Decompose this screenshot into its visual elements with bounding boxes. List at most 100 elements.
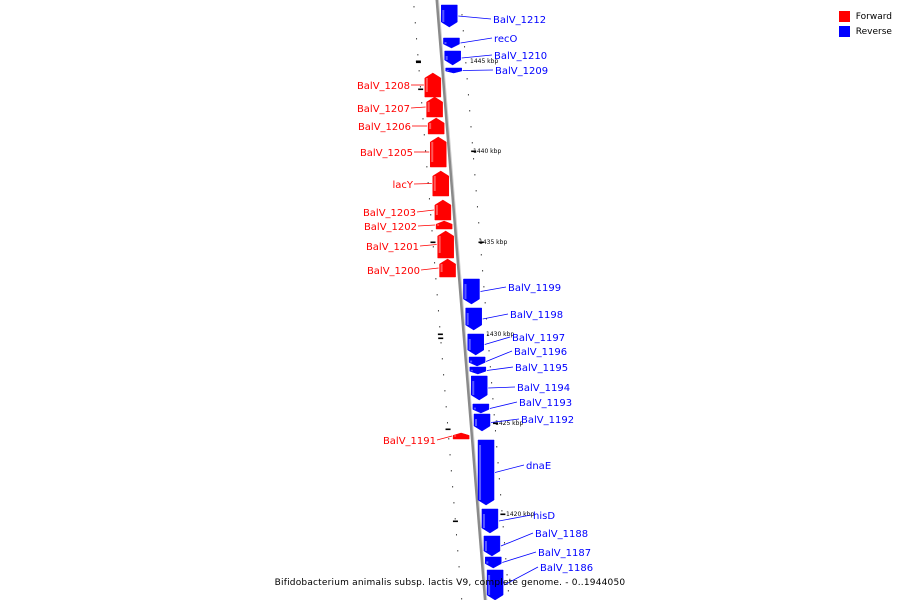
gene-connector [484, 336, 511, 345]
gene-arrow-balv-1196 [468, 356, 486, 367]
gene-highlight [433, 176, 436, 191]
minor-tick [428, 198, 430, 200]
minor-tick [422, 118, 424, 120]
minor-tick [491, 382, 493, 384]
scale-label: 1420 kbp [506, 511, 534, 518]
gene-connector [462, 69, 494, 71]
minor-tick [494, 430, 496, 432]
scale-tick [418, 88, 424, 91]
legend-item-forward: Forward [838, 9, 892, 24]
minor-tick [496, 446, 498, 448]
minor-tick [503, 542, 505, 544]
gene-arrow-balv-1186 [486, 569, 504, 600]
gene-arrow-balv-1187 [485, 556, 502, 569]
minor-tick [478, 222, 480, 224]
gene-label-balv-1186: BalV_1186 [540, 563, 593, 574]
minor-tick [461, 14, 463, 16]
minor-tick [498, 478, 500, 480]
gene-highlight [486, 561, 489, 564]
scale-tick [452, 520, 458, 523]
gene-arrow-balv-1199 [463, 278, 480, 305]
gene-label-balv-1207: BalV_1207 [357, 104, 410, 115]
gene-highlight [425, 78, 428, 92]
gene-arrow-balv-1191 [452, 432, 470, 440]
gene-highlight [466, 313, 469, 325]
gene-connector [498, 514, 532, 522]
minor-tick [506, 574, 508, 576]
gene-label-balv-1194: BalV_1194 [517, 383, 570, 394]
minor-tick [474, 174, 476, 176]
minor-tick [501, 510, 503, 512]
minor-tick [502, 526, 504, 528]
gene-highlight [484, 541, 487, 551]
minor-tick [426, 166, 428, 168]
gene-arrow-balv-1192 [473, 413, 491, 432]
gene-highlight [482, 514, 485, 528]
gene-label-balv-1202: BalV_1202 [364, 222, 417, 233]
gene-arrow-balv-1206 [427, 117, 445, 135]
gene-connector [500, 532, 534, 547]
minor-tick [449, 454, 451, 456]
minor-tick [439, 326, 441, 328]
minor-tick [484, 302, 486, 304]
scale-tick [430, 241, 436, 244]
gene-arrow-lacy [432, 170, 450, 197]
gene-highlight [470, 369, 473, 372]
gene-arrow-balv-1193 [472, 403, 490, 414]
gene-connector [503, 566, 539, 586]
gene-highlight [470, 360, 473, 363]
gene-label-balv-1195: BalV_1195 [515, 363, 568, 374]
scale-tick [500, 513, 506, 516]
minor-tick [417, 54, 419, 56]
minor-tick [485, 318, 487, 320]
minor-tick [500, 494, 502, 496]
minor-tick [437, 310, 439, 312]
minor-tick [505, 558, 507, 560]
gene-highlight [445, 56, 448, 60]
gene-label-balv-1191: BalV_1191 [383, 436, 436, 447]
gene-arrow-balv-1205 [429, 136, 447, 168]
minor-tick [419, 86, 421, 88]
gene-highlight [444, 42, 447, 44]
gene-highlight [435, 205, 438, 215]
gene-connector [482, 313, 509, 320]
gene-arrow-balv-1212 [441, 4, 458, 28]
gene-label-balv-1206: BalV_1206 [358, 122, 411, 133]
gene-label-balv-1197: BalV_1197 [512, 333, 565, 344]
gene-connector [410, 106, 426, 109]
legend-label-forward: Forward [855, 11, 892, 22]
gene-label-balv-1196: BalV_1196 [514, 347, 567, 358]
minor-tick [462, 30, 464, 32]
gene-label-balv-1212: BalV_1212 [493, 15, 546, 26]
gene-connector [489, 401, 518, 409]
minor-tick [436, 294, 438, 296]
gene-connector [419, 244, 437, 247]
gene-highlight [440, 264, 443, 272]
scale-tick [438, 337, 444, 340]
minor-tick [483, 286, 485, 288]
minor-tick [427, 182, 429, 184]
minor-tick [476, 206, 478, 208]
minor-tick [480, 254, 482, 256]
legend-item-reverse: Reverse [838, 24, 892, 39]
gene-connector [416, 209, 434, 213]
minor-tick [488, 350, 490, 352]
gene-highlight [479, 445, 482, 500]
gene-arrow-hisd [481, 508, 499, 534]
gene-arrow-reco [443, 37, 460, 49]
gene-connector [417, 224, 436, 227]
gene-label-balv-1209: BalV_1209 [495, 66, 548, 77]
gene-label-balv-1205: BalV_1205 [360, 148, 413, 159]
gene-label-balv-1208: BalV_1208 [357, 81, 410, 92]
minor-tick [432, 246, 434, 248]
gene-arrow-balv-1202 [435, 220, 453, 230]
gene-highlight [427, 102, 430, 112]
gene-label-balv-1203: BalV_1203 [363, 208, 416, 219]
gene-arrow-balv-1195 [469, 366, 487, 375]
gene-connector [494, 464, 525, 473]
minor-tick [425, 150, 427, 152]
minor-tick [497, 462, 499, 464]
gene-connector [490, 418, 520, 423]
minor-tick [423, 134, 425, 136]
